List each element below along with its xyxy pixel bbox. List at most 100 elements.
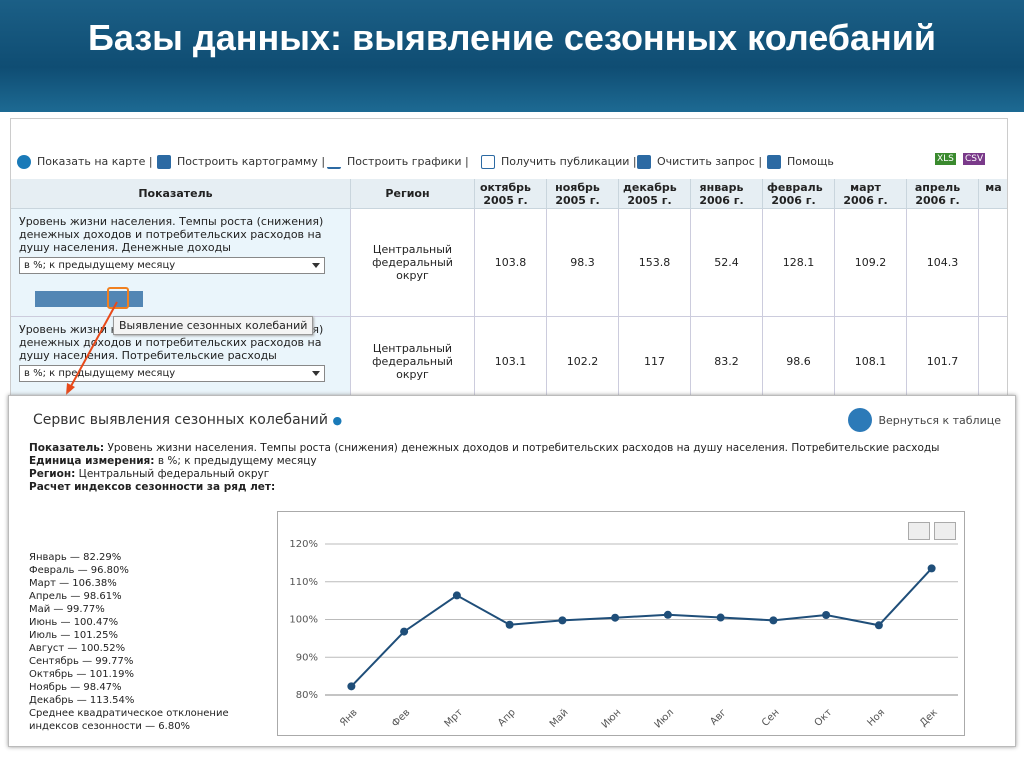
season-index: Апрель — 98.61% xyxy=(29,591,122,602)
y-tick-label: 110% xyxy=(289,577,318,588)
season-index: Май — 99.77% xyxy=(29,604,105,615)
csv-button[interactable]: CSV xyxy=(963,153,986,165)
data-point xyxy=(716,613,725,622)
value-cell: 153.8 xyxy=(619,209,691,317)
label: Помощь xyxy=(787,155,834,168)
season-index: Февраль — 96.80% xyxy=(29,565,129,576)
x-tick-label: Фев xyxy=(390,707,412,729)
y-tick-label: 80% xyxy=(296,690,318,701)
data-point xyxy=(927,564,936,573)
info-label: Показатель: xyxy=(29,442,105,454)
page-title: Базы данных: выявление сезонных колебани… xyxy=(87,17,937,58)
label: Очистить запрос xyxy=(657,155,755,168)
data-point xyxy=(505,620,514,629)
indicator: Уровень жизни населения. Темпы роста (сн… xyxy=(19,215,324,254)
seasonal-panel: Сервис выявления сезонных колебаний ● Ве… xyxy=(8,395,1016,747)
season-index: Март — 106.38% xyxy=(29,578,117,589)
column-header: январь 2006 г. xyxy=(691,179,763,209)
label: Построить картограмму xyxy=(177,155,318,168)
x-tick-label: Сен xyxy=(760,707,782,729)
value-cell: 104.3 xyxy=(907,209,979,317)
print-button[interactable] xyxy=(908,522,930,540)
data-point xyxy=(400,627,409,636)
value-cell: 103.8 xyxy=(475,209,547,317)
season-index: Сентябрь — 99.77% xyxy=(29,656,134,667)
value-cell: 128.1 xyxy=(763,209,835,317)
column-header: ма xyxy=(979,179,1007,209)
info-text: в %; к предыдущему месяцу xyxy=(157,455,317,467)
label: Вернуться к таблице xyxy=(878,413,1001,427)
seasonal-icon[interactable] xyxy=(107,287,129,309)
value-cell: 102.2 xyxy=(547,317,619,397)
data-point xyxy=(822,611,831,620)
value-cell xyxy=(979,209,1007,317)
series-line xyxy=(350,567,933,688)
toolbar-item[interactable]: Показать на карте | xyxy=(17,155,153,169)
column-header: ноябрь 2005 г. xyxy=(547,179,619,209)
label: Построить графики xyxy=(347,155,462,168)
data-point xyxy=(611,613,620,622)
info-line: Регион: Центральный федеральный округ xyxy=(29,468,1009,481)
info-line: Показатель: Уровень жизни населения. Тем… xyxy=(29,442,1009,455)
table-panel: Показать на карте | Построить картограмм… xyxy=(10,118,1008,398)
header: Базы данных: выявление сезонных колебани… xyxy=(0,0,1024,112)
season-index: Октябрь — 101.19% xyxy=(29,669,135,680)
season-index: Июль — 101.25% xyxy=(29,630,119,641)
label: Получить публикации xyxy=(501,155,630,168)
x-tick-label: Окт xyxy=(813,707,835,729)
chart-box: 80% 90% 100% 110% 120% Янв Фев Мрт Апр Май Июн Июл А… xyxy=(277,511,965,736)
x-tick-label: Июл xyxy=(653,707,677,731)
column-header: февраль 2006 г. xyxy=(763,179,835,209)
value-cell: 101.7 xyxy=(907,317,979,397)
back-button[interactable]: Вернуться к таблице xyxy=(848,408,1001,432)
toolbar-item[interactable]: Построить картограмму | xyxy=(157,155,325,169)
data-point xyxy=(558,616,567,625)
x-tick-label: Авг xyxy=(708,707,729,728)
chart: 80% 90% 100% 110% 120% Янв Фев Мрт Апр Май Июн Июл А… xyxy=(289,539,958,731)
unit-select[interactable]: в %; к предыдущему месяцу xyxy=(19,365,325,382)
x-tick-label: Дек xyxy=(918,707,940,729)
x-tick-label: Июн xyxy=(600,707,624,731)
label: Показать на карте xyxy=(37,155,146,168)
x-tick-label: Май xyxy=(548,707,571,730)
value-cell: 98.6 xyxy=(763,317,835,397)
column-header: октябрь 2005 г. xyxy=(475,179,547,209)
value-cell: 52.4 xyxy=(691,209,763,317)
value-cell: 103.1 xyxy=(475,317,547,397)
data-point xyxy=(663,610,672,619)
column-header: Регион xyxy=(351,179,475,209)
column-header: Показатель xyxy=(11,179,351,209)
download-button[interactable] xyxy=(934,522,956,540)
toolbar-item[interactable]: Построить графики | xyxy=(327,155,469,169)
tooltip: Выявление сезонных колебаний xyxy=(113,316,314,335)
value-cell: 108.1 xyxy=(835,317,907,397)
data-point xyxy=(347,682,356,691)
toolbar-item[interactable]: Помощь xyxy=(767,155,834,169)
data-point xyxy=(769,616,778,625)
season-index: Ноябрь — 98.47% xyxy=(29,682,122,693)
region: Центральный федеральный округ xyxy=(351,209,475,317)
column-header: март 2006 г. xyxy=(835,179,907,209)
info-line: Единица измерения: в %; к предыдущему ме… xyxy=(29,455,1009,468)
column-header: декабрь 2005 г. xyxy=(619,179,691,209)
y-tick-label: 90% xyxy=(296,652,318,663)
panel-title: Сервис выявления сезонных колебаний ● xyxy=(33,412,343,428)
xls-button[interactable]: XLS xyxy=(935,153,956,165)
info-label: Единица измерения: xyxy=(29,455,155,467)
toolbar-item[interactable]: Получить публикации | xyxy=(481,155,637,169)
info-label: Расчет индексов сезонности за ряд лет: xyxy=(29,481,276,493)
data-point xyxy=(874,621,883,630)
y-tick-label: 120% xyxy=(289,539,318,550)
x-tick-label: Мрт xyxy=(443,707,466,730)
x-tick-label: Ноя xyxy=(865,707,887,729)
x-tick-label: Янв xyxy=(338,707,360,729)
region: Центральный федеральный округ xyxy=(351,317,475,397)
data-point xyxy=(452,591,461,600)
info-line: Расчет индексов сезонности за ряд лет: xyxy=(29,481,1009,494)
unit-select[interactable]: в %; к предыдущему месяцу xyxy=(19,257,325,274)
season-index: Декабрь — 113.54% xyxy=(29,695,135,706)
info-text: Уровень жизни населения. Темпы роста (сн… xyxy=(107,442,940,454)
toolbar-item[interactable]: Очистить запрос | xyxy=(637,155,762,169)
info-text: Центральный федеральный округ xyxy=(78,468,270,480)
value-cell: 98.3 xyxy=(547,209,619,317)
